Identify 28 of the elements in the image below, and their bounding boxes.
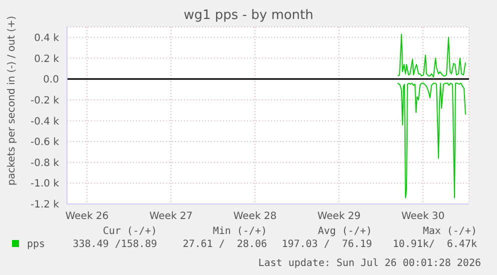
y-tick-label: -0.6 k	[30, 137, 60, 148]
x-tick-label: Week 27	[149, 211, 193, 222]
x-tick-label: Week 26	[65, 211, 109, 222]
text: 27.61 / 28.06	[182, 239, 267, 250]
y-axis-title: packets per second in (-) / out (+)	[6, 16, 18, 186]
text: Cur (-/+)	[102, 226, 157, 237]
legend-label: pps	[26, 239, 46, 250]
chart-title: wg1 pps - by month	[184, 8, 314, 23]
text: Min (-/+)	[212, 226, 267, 237]
line-series	[397, 34, 466, 78]
y-tick-label: -0.8 k	[30, 158, 60, 169]
x-tick-label: Week 29	[317, 211, 361, 222]
text: 197.03 / 76.19	[280, 239, 372, 250]
y-tick-label: 0.4 k	[34, 32, 60, 44]
line-series	[397, 82, 466, 198]
y-tick-label: -0.2 k	[30, 95, 60, 106]
x-tick-label: Week 28	[233, 211, 277, 222]
text: Avg (-/+)	[316, 226, 372, 237]
y-tick-label: -1.0 k	[30, 178, 60, 190]
text: 10.91k/ 6.47k	[392, 239, 477, 250]
x-tick-label: Week 30	[401, 211, 445, 222]
y-tick-label: -0.4 k	[30, 116, 60, 128]
y-tick-label: -1.2 k	[30, 200, 60, 211]
text: Last update: Sun Jul 26 00:01:28 2026	[258, 258, 481, 269]
text: 338.49 /158.89	[72, 239, 157, 250]
text: Max (-/+)	[422, 226, 477, 237]
y-tick-label: 0.0	[43, 74, 59, 86]
y-tick-label: 0.2 k	[34, 54, 60, 65]
